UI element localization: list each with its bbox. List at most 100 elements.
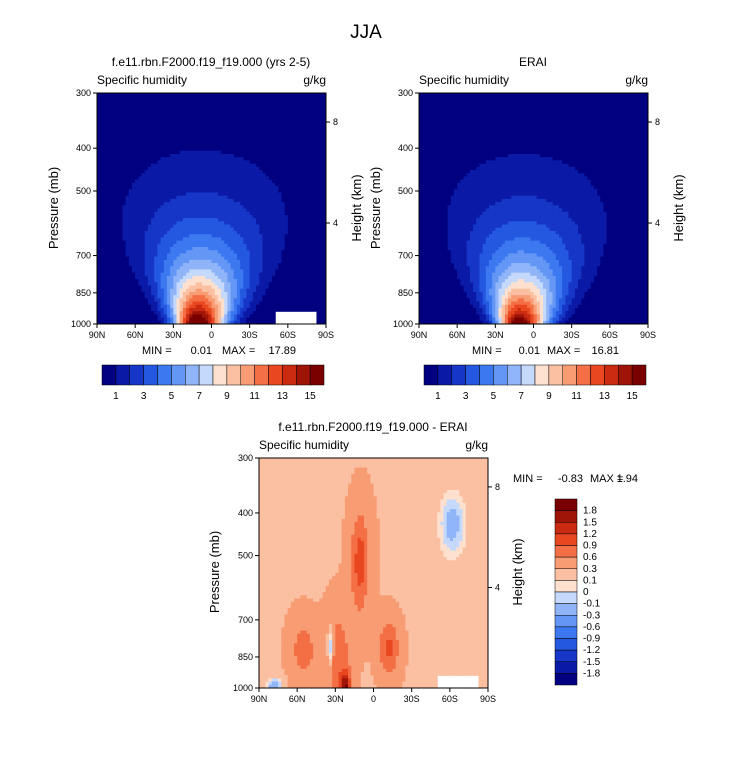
contour-cell xyxy=(160,102,165,107)
contour-cell xyxy=(230,157,235,161)
contour-cell xyxy=(109,314,114,319)
contour-cell xyxy=(125,211,130,216)
contour-cell xyxy=(100,99,104,104)
contour-cell xyxy=(316,275,321,280)
contour-cell xyxy=(310,234,314,238)
contour-cell xyxy=(109,186,114,190)
contour-cell xyxy=(246,163,251,168)
contour-cell xyxy=(233,137,238,142)
contour-cell xyxy=(192,128,197,133)
contour-cell xyxy=(268,230,273,235)
contour-cell xyxy=(246,96,251,101)
contour-cell xyxy=(221,301,225,306)
contour-cell xyxy=(211,275,216,280)
contour-cell xyxy=(154,218,159,222)
contour-cell xyxy=(287,137,292,142)
contour-cell xyxy=(268,221,273,226)
contour-cell xyxy=(179,256,184,261)
contour-cell xyxy=(147,131,152,136)
contour-cell xyxy=(100,301,104,306)
contour-cell xyxy=(256,192,260,197)
contour-cell xyxy=(116,186,120,190)
contour-cell xyxy=(157,304,162,309)
contour-cell xyxy=(135,137,139,142)
contour-cell xyxy=(157,96,162,101)
contour-cell xyxy=(300,291,305,296)
contour-cell xyxy=(252,109,257,113)
contour-cell xyxy=(135,275,139,280)
contour-cell xyxy=(106,195,111,200)
contour-cell xyxy=(205,227,209,232)
contour-cell xyxy=(201,176,206,181)
contour-cell xyxy=(147,153,152,158)
contour-cell xyxy=(176,128,181,133)
contour-cell xyxy=(103,99,108,104)
contour-cell xyxy=(319,256,324,261)
contour-cell xyxy=(141,240,146,245)
contour-cell xyxy=(310,173,314,178)
contour-cell xyxy=(281,301,286,306)
contour-cell xyxy=(313,102,318,107)
contour-cell xyxy=(265,301,270,306)
contour-cell xyxy=(306,144,311,149)
contour-cell xyxy=(240,160,244,165)
contour-cell xyxy=(262,227,267,232)
contour-cell xyxy=(300,275,305,280)
contour-cell xyxy=(122,163,127,168)
contour-cell xyxy=(103,93,108,97)
contour-cell xyxy=(252,205,257,210)
contour-cell xyxy=(214,298,219,303)
contour-cell xyxy=(135,288,139,293)
contour-cell xyxy=(240,227,244,232)
contour-cell xyxy=(205,301,209,306)
contour-cell xyxy=(138,189,143,194)
contour-cell xyxy=(322,192,326,197)
contour-cell xyxy=(316,137,321,142)
contour-cell xyxy=(131,202,136,206)
contour-cell xyxy=(97,243,101,248)
contour-cell xyxy=(221,211,225,216)
contour-cell xyxy=(186,118,190,123)
contour-cell xyxy=(303,211,308,216)
contour-cell xyxy=(322,295,326,299)
contour-cell xyxy=(278,237,283,242)
contour-cell xyxy=(186,115,190,120)
contour-cell xyxy=(189,198,194,203)
contour-cell xyxy=(281,205,286,210)
contour-cell xyxy=(271,307,276,312)
contour-cell xyxy=(154,195,159,200)
contour-cell xyxy=(294,131,298,136)
contour-cell xyxy=(291,230,295,235)
contour-cell xyxy=(201,214,206,219)
contour-cell xyxy=(313,256,318,261)
contour-cell xyxy=(119,93,124,97)
contour-cell xyxy=(173,282,178,287)
contour-cell xyxy=(249,128,254,133)
contour-cell xyxy=(103,128,108,133)
contour-cell xyxy=(135,128,139,133)
contour-cell xyxy=(294,96,298,101)
contour-cell xyxy=(278,211,283,216)
contour-cell xyxy=(166,125,171,129)
contour-cell xyxy=(208,288,213,293)
contour-cell xyxy=(170,263,174,267)
contour-cell xyxy=(297,157,302,161)
contour-cell xyxy=(275,224,279,229)
contour-cell xyxy=(154,282,159,287)
contour-cell xyxy=(214,189,219,194)
contour-cell xyxy=(166,182,171,187)
contour-cell xyxy=(230,211,235,216)
contour-cell xyxy=(195,198,200,203)
contour-cell xyxy=(319,179,324,184)
contour-cell xyxy=(243,182,248,187)
contour-cell xyxy=(138,211,143,216)
contour-cell xyxy=(131,93,136,97)
contour-cell xyxy=(221,173,225,178)
contour-cell xyxy=(179,295,184,299)
contour-cell xyxy=(265,96,270,101)
contour-cell xyxy=(319,237,324,242)
contour-cell xyxy=(182,208,187,213)
contour-cell xyxy=(217,121,222,126)
contour-cell xyxy=(243,291,248,296)
contour-cell xyxy=(275,240,279,245)
